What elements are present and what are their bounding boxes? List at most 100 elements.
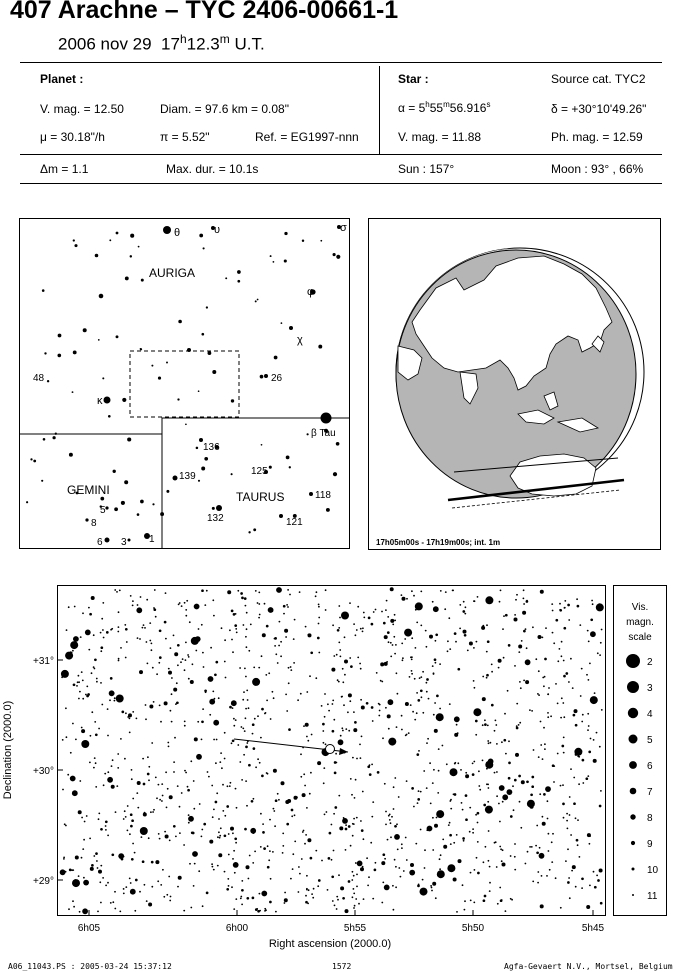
minutes-unit: m	[219, 32, 230, 46]
field-star	[244, 827, 247, 831]
field-star	[167, 745, 170, 748]
field-star	[483, 803, 487, 807]
field-star	[102, 629, 104, 631]
magnitude-drop: Δm = 1.1	[40, 162, 89, 176]
field-star	[143, 883, 146, 886]
field-star	[227, 590, 232, 595]
finder-star	[337, 225, 341, 229]
field-star	[301, 831, 304, 833]
y-tick-label: +30°	[33, 766, 54, 777]
globe-frame	[368, 218, 661, 550]
field-star	[418, 750, 420, 752]
field-star	[587, 640, 590, 643]
field-star	[152, 701, 155, 703]
field-star	[356, 873, 358, 876]
finder-star	[140, 278, 144, 282]
finder-star	[71, 391, 74, 394]
field-star	[215, 660, 219, 664]
field-star	[128, 877, 131, 880]
field-star	[405, 859, 408, 861]
field-star	[122, 818, 125, 820]
field-star	[258, 761, 261, 764]
field-star	[227, 885, 230, 887]
field-star	[209, 698, 216, 705]
field-star	[573, 709, 578, 714]
scale-magnitude-label: 2	[647, 657, 653, 668]
field-star	[158, 704, 161, 707]
field-star	[243, 691, 245, 693]
event-datetime: 2006 nov 29 17h12.3m U.T.	[58, 32, 265, 55]
finder-star	[279, 514, 283, 518]
field-star	[74, 855, 79, 860]
field-star	[463, 908, 466, 911]
field-star	[573, 802, 576, 806]
field-star	[462, 837, 465, 840]
field-star	[201, 905, 204, 908]
field-star	[396, 823, 398, 826]
field-star	[547, 850, 550, 852]
field-star	[268, 859, 271, 862]
field-star	[587, 712, 590, 715]
field-star	[351, 822, 354, 825]
field-star	[284, 628, 289, 633]
field-star	[251, 732, 254, 735]
field-star	[437, 792, 440, 794]
field-star	[564, 600, 567, 602]
finder-star	[201, 466, 206, 471]
finder-star	[57, 333, 62, 338]
planet-motion: μ = 30.18"/h	[40, 130, 105, 144]
scale-dot	[631, 867, 635, 871]
field-star	[177, 603, 180, 606]
field-star	[396, 692, 399, 695]
field-star	[315, 677, 318, 680]
field-star	[183, 844, 186, 846]
field-star	[290, 877, 292, 880]
field-star	[392, 908, 395, 911]
field-star	[488, 865, 491, 868]
field-star	[353, 728, 358, 733]
finder-star	[166, 489, 170, 493]
field-star	[540, 744, 543, 746]
field-star	[117, 626, 120, 628]
field-star	[454, 732, 459, 737]
finder-star	[211, 226, 215, 230]
field-star	[562, 751, 565, 754]
field-star	[532, 880, 535, 883]
field-star	[357, 656, 360, 659]
field-star	[69, 775, 76, 782]
field-star	[93, 766, 95, 769]
field-star	[187, 656, 190, 658]
field-star	[260, 736, 262, 739]
field-star	[142, 782, 146, 786]
field-star	[599, 901, 603, 905]
field-star	[171, 677, 173, 679]
field-star	[231, 739, 235, 743]
field-star	[274, 637, 277, 640]
field-star	[260, 655, 263, 658]
star-field-chart: 6h05 6h00 5h55 5h50 5h45 +31° +30° +29° …	[2, 585, 667, 950]
field-star	[436, 694, 439, 698]
field-star	[317, 603, 320, 606]
finder-star	[112, 469, 116, 473]
field-star	[144, 627, 146, 629]
field-star	[108, 690, 115, 697]
field-star	[218, 853, 223, 858]
field-star	[192, 851, 198, 857]
field-star	[353, 904, 356, 907]
field-star	[258, 616, 260, 619]
field-star	[241, 888, 244, 892]
field-star	[531, 710, 533, 712]
field-star	[429, 762, 431, 765]
field-star	[141, 860, 145, 864]
field-star	[519, 681, 521, 683]
field-star	[562, 659, 565, 662]
field-star	[337, 739, 344, 746]
field-star	[541, 815, 544, 818]
field-star	[600, 709, 603, 711]
field-star	[251, 896, 255, 900]
star-label-136: 136	[203, 442, 220, 453]
field-star	[532, 626, 534, 629]
field-star	[597, 879, 600, 882]
field-star	[142, 757, 145, 760]
field-star	[430, 885, 432, 887]
